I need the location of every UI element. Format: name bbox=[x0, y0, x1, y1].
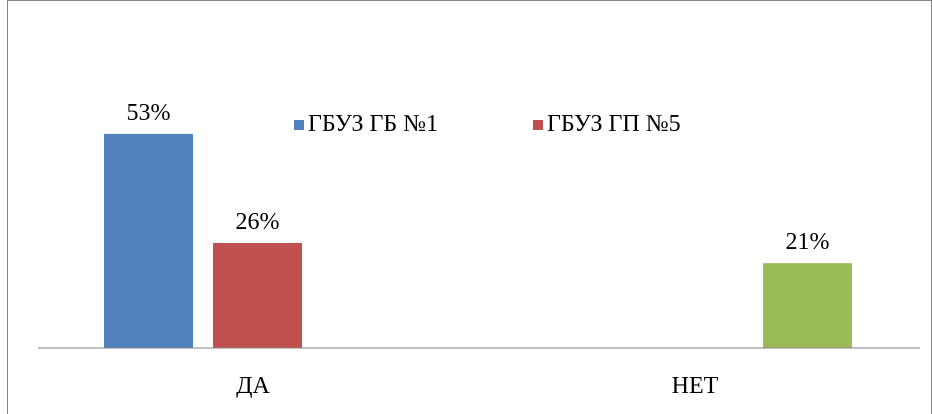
bars-group bbox=[104, 133, 852, 348]
data-label-net-series-2: 21% bbox=[786, 229, 830, 255]
legend-label-series-1: ГБУЗ ГП №5 bbox=[547, 111, 681, 137]
bar-da-series-0 bbox=[104, 133, 193, 348]
category-label-net: НЕТ bbox=[672, 373, 719, 399]
bar-da-series-1 bbox=[213, 242, 302, 348]
legend-swatch-series-1 bbox=[533, 120, 543, 130]
data-labels-group: 53% 26% 21% bbox=[127, 100, 830, 255]
legend: ГБУЗ ГБ №1 ГБУЗ ГП №5 bbox=[294, 111, 681, 137]
legend-swatch-series-0 bbox=[294, 120, 304, 130]
data-label-da-series-0: 53% bbox=[127, 100, 171, 126]
category-labels-group: ДА НЕТ bbox=[236, 373, 719, 399]
category-label-da: ДА bbox=[236, 373, 270, 399]
legend-label-series-0: ГБУЗ ГБ №1 bbox=[308, 111, 438, 137]
bar-net-series-2 bbox=[763, 263, 852, 348]
data-label-da-series-1: 26% bbox=[236, 209, 280, 235]
